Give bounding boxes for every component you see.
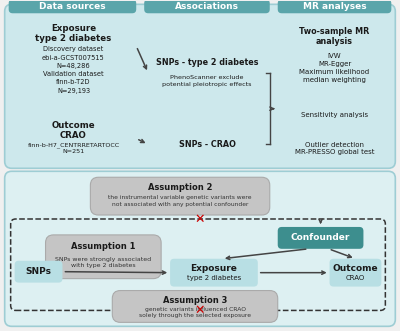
Text: Associations: Associations: [175, 2, 239, 11]
Text: CRAO: CRAO: [346, 275, 365, 281]
Text: MR analyses: MR analyses: [303, 2, 366, 11]
Text: Discovery dataset
ebi-a-GCST007515
N=48,286
Validation dataset
finn-b-T2D
N=29,1: Discovery dataset ebi-a-GCST007515 N=48,…: [42, 46, 105, 94]
Text: SNPs were strongly associated
with type 2 diabetes: SNPs were strongly associated with type …: [55, 257, 151, 268]
Text: Exposure: Exposure: [190, 264, 237, 273]
Text: ✕: ✕: [195, 213, 205, 225]
Text: PhenoScanner exclude
potential pleiotropic effects: PhenoScanner exclude potential pleiotrop…: [162, 75, 252, 86]
Text: Outlier detection
MR-PRESSO global test: Outlier detection MR-PRESSO global test: [295, 142, 374, 155]
Text: type 2 diabetes: type 2 diabetes: [187, 275, 241, 281]
FancyBboxPatch shape: [144, 0, 270, 13]
FancyBboxPatch shape: [278, 108, 391, 121]
Text: Assumption 2: Assumption 2: [148, 183, 212, 192]
Text: ✕: ✕: [195, 304, 205, 317]
Text: Data sources: Data sources: [39, 2, 106, 11]
Text: Outcome: Outcome: [333, 264, 378, 273]
FancyBboxPatch shape: [170, 259, 258, 287]
FancyBboxPatch shape: [5, 4, 395, 168]
Text: type 2 diabetes: type 2 diabetes: [35, 34, 112, 43]
Text: Outcome: Outcome: [52, 121, 95, 130]
FancyBboxPatch shape: [90, 177, 270, 215]
FancyBboxPatch shape: [148, 51, 266, 95]
FancyBboxPatch shape: [46, 235, 161, 279]
FancyBboxPatch shape: [11, 116, 136, 161]
FancyBboxPatch shape: [278, 227, 364, 249]
FancyBboxPatch shape: [15, 261, 62, 283]
Text: Assumption 3: Assumption 3: [163, 296, 227, 305]
Text: Exposure: Exposure: [51, 24, 96, 33]
Text: genetic variants influenced CRAO
solely through the selected exposure: genetic variants influenced CRAO solely …: [139, 307, 251, 318]
Text: SNPs - CRAO: SNPs - CRAO: [178, 140, 236, 149]
FancyBboxPatch shape: [11, 18, 136, 110]
Text: IVW
MR-Egger
Maximum likelihood
median weighting: IVW MR-Egger Maximum likelihood median w…: [300, 53, 370, 83]
Text: Two-sample MR: Two-sample MR: [300, 27, 370, 36]
FancyBboxPatch shape: [148, 134, 266, 154]
FancyBboxPatch shape: [278, 20, 391, 104]
FancyBboxPatch shape: [278, 135, 391, 161]
Text: Confounder: Confounder: [291, 233, 350, 242]
FancyBboxPatch shape: [330, 259, 381, 287]
FancyBboxPatch shape: [278, 0, 391, 13]
FancyBboxPatch shape: [5, 171, 395, 326]
Text: Sensitivity analysis: Sensitivity analysis: [301, 112, 368, 118]
Text: the instrumental variable genetic variants were
not associated with any potentia: the instrumental variable genetic varian…: [108, 195, 252, 207]
FancyBboxPatch shape: [112, 291, 278, 322]
Text: CRAO: CRAO: [60, 131, 87, 140]
Text: SNPs - type 2 diabetes: SNPs - type 2 diabetes: [156, 59, 258, 68]
FancyBboxPatch shape: [9, 0, 136, 13]
Text: finn-b-H7_CENTRRETARTOCC
N=251: finn-b-H7_CENTRRETARTOCC N=251: [27, 142, 120, 155]
Text: analysis: analysis: [316, 37, 353, 46]
Text: SNPs: SNPs: [26, 267, 52, 276]
Text: Assumption 1: Assumption 1: [71, 242, 136, 251]
